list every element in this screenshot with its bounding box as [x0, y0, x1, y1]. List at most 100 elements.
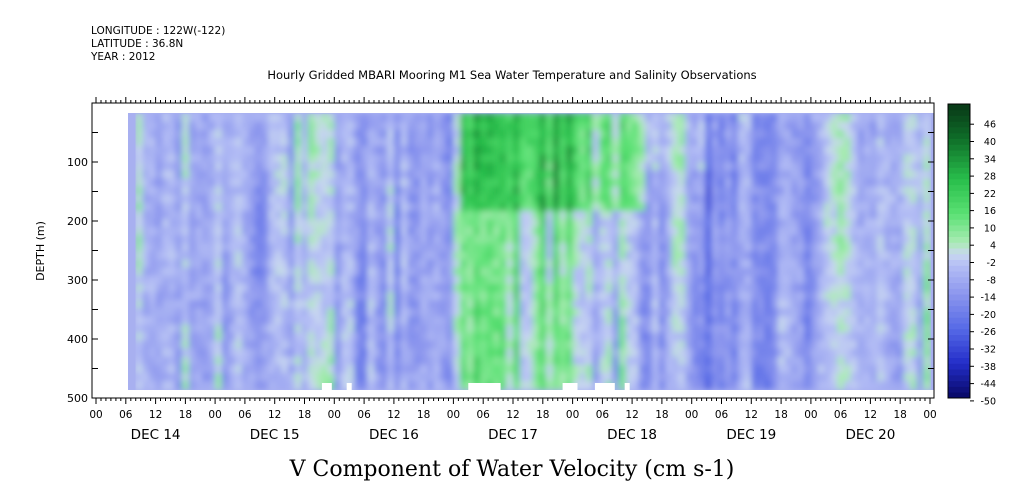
heatmap-cell	[221, 162, 229, 171]
heatmap-cell	[499, 356, 507, 366]
heatmap-cell	[228, 129, 236, 139]
heatmap-cell	[797, 381, 805, 390]
heatmap-cell	[916, 381, 924, 390]
heatmap-cell	[744, 154, 752, 163]
heatmap-cell	[135, 324, 143, 334]
heatmap-cell	[797, 186, 805, 196]
heatmap-cell	[738, 316, 746, 325]
x-hour-label: 06	[834, 409, 848, 421]
colorbar-label: -20	[980, 310, 996, 321]
heatmap-cell	[718, 324, 726, 334]
heatmap-cell	[314, 170, 322, 180]
heatmap-cell	[546, 300, 554, 309]
heatmap-cell	[671, 275, 680, 285]
heatmap-cell	[539, 291, 547, 301]
heatmap-cell	[552, 356, 560, 366]
heatmap-cell	[248, 227, 256, 236]
heatmap-cell	[857, 300, 865, 309]
heatmap-cell	[168, 332, 177, 342]
heatmap-cell	[691, 259, 699, 269]
heatmap-cell	[347, 291, 355, 301]
heatmap-cell	[201, 243, 210, 252]
heatmap-cell	[155, 283, 163, 293]
heatmap-cell	[638, 283, 646, 293]
heatmap-cell	[493, 121, 501, 131]
heatmap-cell	[916, 170, 924, 180]
heatmap-cell	[618, 283, 627, 293]
heatmap-cell	[691, 275, 699, 285]
heatmap-cell	[618, 137, 627, 147]
heatmap-cell	[235, 372, 243, 382]
heatmap-cell	[830, 381, 838, 390]
heatmap-cell	[751, 194, 759, 204]
heatmap-cell	[387, 243, 395, 252]
heatmap-cell	[526, 316, 534, 325]
heatmap-cell	[248, 340, 256, 350]
heatmap-cell	[201, 340, 210, 350]
heatmap-cell	[526, 243, 534, 252]
heatmap-cell	[208, 113, 216, 123]
heatmap-cell	[162, 235, 170, 244]
heatmap-cell	[360, 146, 368, 155]
heatmap-cell	[698, 316, 706, 325]
heatmap-cell	[235, 291, 243, 301]
heatmap-cell	[208, 275, 216, 285]
heatmap-cell	[473, 267, 481, 277]
heatmap-cell	[559, 121, 567, 131]
heatmap-cell	[519, 218, 527, 228]
heatmap-cell	[274, 162, 282, 171]
heatmap-cell	[658, 291, 666, 301]
heatmap-cell	[552, 186, 560, 196]
heatmap-cell	[519, 340, 527, 350]
heatmap-cell	[148, 162, 157, 171]
heatmap-cell	[592, 121, 600, 131]
heatmap-cell	[407, 356, 415, 366]
heatmap-cell	[784, 291, 792, 301]
heatmap-cell	[791, 235, 799, 244]
heatmap-cell	[837, 316, 845, 325]
heatmap-cell	[552, 316, 560, 325]
heatmap-cell	[565, 324, 574, 334]
heatmap-cell	[148, 178, 157, 188]
heatmap-cell	[890, 381, 898, 390]
heatmap-cell	[460, 178, 468, 188]
heatmap-cell	[261, 372, 269, 382]
heatmap-cell	[526, 235, 534, 244]
heatmap-cell	[685, 210, 693, 220]
heatmap-cell	[632, 372, 640, 382]
heatmap-cell	[843, 218, 852, 228]
heatmap-cell	[513, 259, 521, 269]
heatmap-cell	[426, 275, 435, 285]
heatmap-cell	[426, 202, 435, 212]
heatmap-cell	[360, 251, 368, 261]
heatmap-cell	[433, 202, 441, 212]
heatmap-cell	[261, 275, 269, 285]
heatmap-cell	[400, 356, 408, 366]
heatmap-cell	[407, 210, 415, 220]
heatmap-cell	[665, 243, 673, 252]
heatmap-cell	[777, 300, 785, 309]
colorbar-label: -50	[980, 396, 996, 407]
heatmap-cell	[817, 129, 825, 139]
heatmap-cell	[182, 194, 190, 204]
heatmap-cell	[744, 275, 752, 285]
heatmap-cell	[407, 178, 415, 188]
heatmap-cell	[691, 154, 699, 163]
heatmap-cell	[797, 121, 805, 131]
heatmap-cell	[321, 300, 329, 309]
heatmap-cell	[678, 372, 686, 382]
heatmap-cell	[473, 316, 481, 325]
heatmap-cell	[526, 308, 534, 317]
heatmap-cell	[287, 348, 296, 358]
heatmap-cell	[532, 186, 541, 196]
heatmap-cell	[804, 275, 812, 285]
heatmap-cell	[731, 178, 739, 188]
heatmap-cell	[135, 210, 143, 220]
heatmap-cell	[506, 267, 514, 277]
heatmap-cell	[592, 202, 600, 212]
heatmap-cell	[380, 340, 388, 350]
heatmap-cell	[804, 194, 812, 204]
heatmap-cell	[916, 121, 924, 131]
heatmap-cell	[314, 137, 322, 147]
heatmap-cell	[168, 316, 177, 325]
